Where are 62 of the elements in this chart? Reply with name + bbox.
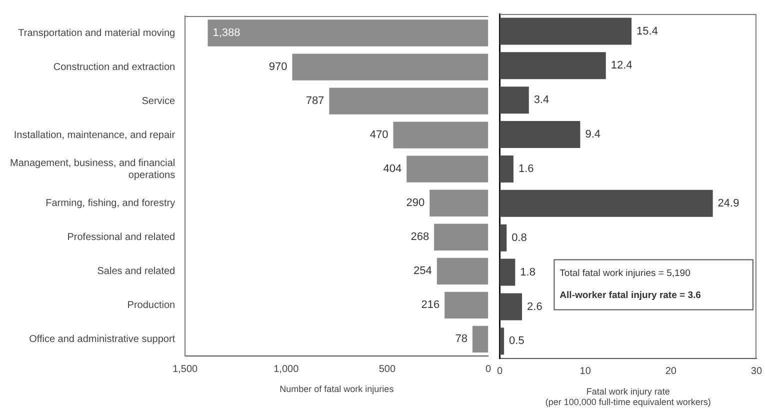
y-tick-label: Management, business, and financial operations xyxy=(10,158,176,181)
bar xyxy=(500,224,507,252)
y-tick-label: Installation, maintenance, and repair xyxy=(14,130,176,141)
y-tick-label: Farming, fishing, and forestry xyxy=(46,198,176,209)
data-label: 216 xyxy=(421,299,440,312)
y-tick-label: Service xyxy=(142,96,176,107)
bar xyxy=(500,121,580,148)
annotation: All-worker fatal injury rate = 3.6 xyxy=(560,290,701,301)
bar xyxy=(292,54,488,80)
x-tick-label: 20 xyxy=(665,366,677,378)
y-tick-label: Office and administrative support xyxy=(29,334,176,345)
x-tick-label: 500 xyxy=(378,364,396,375)
bar xyxy=(500,155,514,182)
x-tick-label: 0 xyxy=(497,366,503,378)
x-tick-label: 0 xyxy=(485,364,492,375)
data-label: 1,388 xyxy=(212,27,240,40)
data-label: 15.4 xyxy=(636,25,658,38)
bar xyxy=(500,190,713,217)
y-tick-label: Production xyxy=(127,300,176,311)
data-label: 254 xyxy=(414,265,432,278)
y-tick-label: Transportation and material moving xyxy=(18,28,176,39)
bar xyxy=(500,52,606,80)
data-label: 0.5 xyxy=(509,335,524,348)
bar xyxy=(406,156,488,182)
data-label: 78 xyxy=(455,333,468,346)
x-tick-label: 30 xyxy=(750,366,762,378)
bar xyxy=(208,20,488,46)
x-tick-label: 10 xyxy=(580,366,592,378)
bar xyxy=(500,328,504,355)
data-label: 0.8 xyxy=(512,232,527,244)
data-label: 9.4 xyxy=(585,128,600,141)
data-label: 12.4 xyxy=(610,60,632,72)
x-tick-label: 1,500 xyxy=(172,364,198,375)
data-label: 404 xyxy=(383,163,402,176)
data-label: 787 xyxy=(306,95,324,108)
data-label: 290 xyxy=(406,197,425,210)
x-axis-title: Number of fatal work injuries xyxy=(280,384,394,394)
bar xyxy=(500,293,522,320)
data-label: 24.9 xyxy=(718,197,740,210)
bar xyxy=(444,292,488,319)
y-tick-label: Construction and extraction xyxy=(53,62,176,73)
bar xyxy=(329,88,488,114)
data-label: 2.6 xyxy=(527,300,542,313)
bar xyxy=(500,86,529,114)
bar xyxy=(500,258,516,286)
bar xyxy=(393,122,488,148)
data-label: 268 xyxy=(410,231,430,244)
data-label: 970 xyxy=(268,61,288,74)
bar xyxy=(472,326,488,353)
bar xyxy=(430,190,488,216)
x-axis-title: Fatal work injury rate (per 100,000 full-time equivalent workers) xyxy=(545,386,711,408)
data-label: 1.6 xyxy=(518,163,534,176)
data-label: 470 xyxy=(370,129,388,142)
bar xyxy=(434,224,488,250)
annotation: Total fatal work injuries = 5,190 xyxy=(560,268,690,279)
data-label: 3.4 xyxy=(534,94,550,106)
x-tick-label: 1,000 xyxy=(274,364,300,375)
y-tick-label: Sales and related xyxy=(97,266,176,277)
bar xyxy=(500,18,632,45)
data-label: 1.8 xyxy=(520,266,536,278)
y-tick-label: Professional and related xyxy=(67,232,176,243)
bar xyxy=(436,258,488,284)
